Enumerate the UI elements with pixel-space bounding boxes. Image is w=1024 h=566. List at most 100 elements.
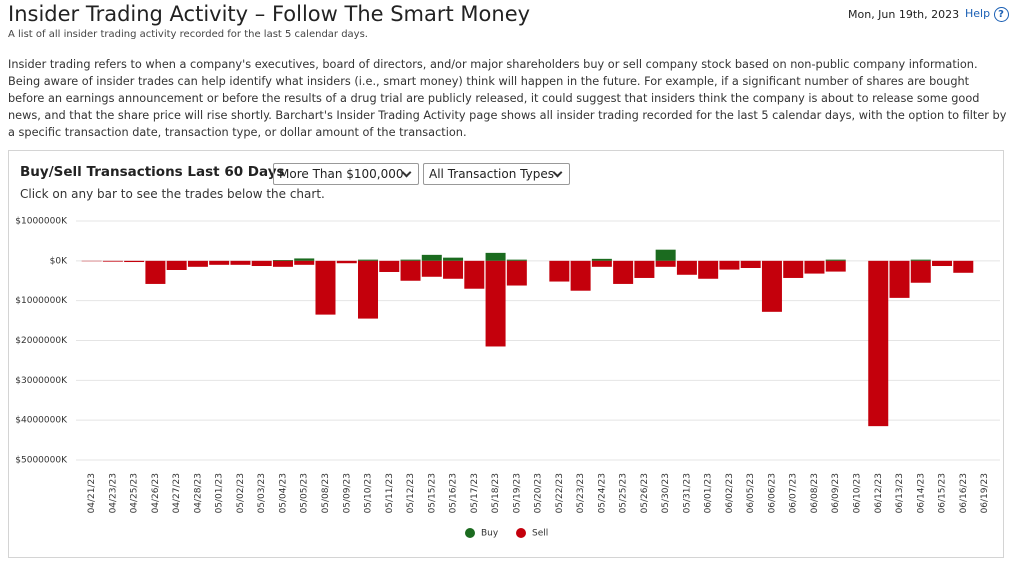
- x-tick-label: 05/03/23: [257, 473, 267, 513]
- x-tick-label: 05/26/23: [640, 473, 650, 513]
- bar[interactable]: [910, 260, 931, 283]
- panel-title: Buy/Sell Transactions Last 60 Days: [20, 164, 285, 180]
- bar[interactable]: [187, 260, 208, 267]
- bar[interactable]: [655, 260, 676, 267]
- bar[interactable]: [719, 260, 740, 270]
- x-tick-label: 05/20/23: [534, 473, 544, 513]
- y-tick-label: $2000000K: [15, 336, 68, 346]
- legend-marker: [465, 528, 475, 538]
- date: Mon, Jun 19th, 2023: [848, 8, 960, 21]
- bar[interactable]: [889, 260, 910, 298]
- y-tick-label: $4000000K: [15, 416, 68, 426]
- x-tick-label: 05/01/23: [215, 473, 225, 513]
- bar[interactable]: [272, 260, 293, 261]
- bar[interactable]: [400, 259, 421, 261]
- bar[interactable]: [485, 260, 506, 347]
- bar[interactable]: [145, 260, 166, 284]
- bar[interactable]: [464, 260, 485, 289]
- bar[interactable]: [358, 259, 379, 261]
- bar[interactable]: [613, 260, 634, 284]
- bar[interactable]: [698, 260, 719, 279]
- description: Insider trading refers to when a company…: [8, 58, 1007, 139]
- x-tick-label: 05/23/23: [576, 473, 586, 513]
- help-icon[interactable]: ?: [993, 7, 1009, 22]
- x-tick-label: 06/14/23: [916, 473, 926, 513]
- x-tick-label: 06/10/23: [852, 473, 862, 513]
- bar[interactable]: [379, 260, 400, 272]
- bar[interactable]: [358, 260, 379, 319]
- x-tick-label: 04/23/23: [108, 473, 118, 513]
- bar[interactable]: [209, 260, 230, 265]
- x-tick-label: 05/11/23: [385, 473, 395, 513]
- bar[interactable]: [230, 260, 251, 265]
- x-tick-label: 06/01/23: [704, 473, 714, 513]
- bar[interactable]: [783, 260, 804, 278]
- bar[interactable]: [294, 260, 315, 265]
- y-tick-label: $1000000K: [15, 296, 68, 306]
- type-filter[interactable]: All Transaction Types: [423, 163, 570, 185]
- bar[interactable]: [336, 260, 357, 264]
- bar[interactable]: [591, 258, 612, 261]
- x-tick-label: 06/08/23: [810, 473, 820, 513]
- x-tick-label: 06/19/23: [980, 473, 990, 513]
- bar[interactable]: [740, 260, 761, 269]
- bar[interactable]: [102, 260, 123, 262]
- x-tick-label: 06/16/23: [959, 473, 969, 513]
- chart: $1000000K $0K $1000000K $2000000K $3000000K $…: [15, 217, 1000, 539]
- x-tick-label: 06/06/23: [767, 473, 777, 513]
- bar[interactable]: [272, 260, 293, 267]
- x-tick-label: 04/27/23: [172, 473, 182, 513]
- bar[interactable]: [761, 260, 782, 312]
- bar[interactable]: [485, 252, 506, 261]
- x-tick-label: 04/26/23: [151, 473, 161, 513]
- x-tick-label: 05/18/23: [491, 473, 501, 513]
- y-tick-label: $0K: [50, 256, 68, 266]
- bar[interactable]: [953, 260, 974, 273]
- subtitle: A list of all insider trading activity r…: [8, 29, 368, 40]
- bar[interactable]: [251, 260, 272, 267]
- x-tick-label: 05/12/23: [406, 473, 416, 513]
- x-tick-label: 04/28/23: [193, 473, 203, 513]
- bar[interactable]: [421, 260, 442, 277]
- x-tick-label: 06/07/23: [789, 473, 799, 513]
- y-tick-label: $3000000K: [15, 376, 68, 386]
- bar[interactable]: [655, 249, 676, 261]
- x-tick-label: 04/21/23: [87, 473, 97, 513]
- bar[interactable]: [932, 260, 953, 267]
- x-tick-label: 06/12/23: [874, 473, 884, 513]
- help-link[interactable]: Help ?: [965, 7, 1009, 22]
- x-tick-label: 05/22/23: [555, 473, 565, 513]
- bar[interactable]: [804, 260, 825, 274]
- bar[interactable]: [591, 260, 612, 267]
- x-tick-label: 05/09/23: [342, 473, 352, 513]
- x-tick-label: 05/30/23: [661, 473, 671, 513]
- bar[interactable]: [166, 260, 187, 270]
- help-text[interactable]: Help: [965, 7, 991, 20]
- x-tick-label: 06/09/23: [831, 473, 841, 513]
- legend-marker: [516, 528, 526, 538]
- bar[interactable]: [400, 260, 421, 281]
- bar[interactable]: [315, 260, 336, 315]
- bar[interactable]: [294, 258, 315, 261]
- bar[interactable]: [443, 257, 464, 261]
- x-tick-label: 05/05/23: [300, 473, 310, 513]
- bar[interactable]: [506, 259, 527, 261]
- bar[interactable]: [443, 260, 464, 279]
- bar[interactable]: [676, 260, 697, 275]
- bar[interactable]: [634, 260, 655, 278]
- bar[interactable]: [825, 260, 846, 272]
- x-tick-label: 05/04/23: [278, 473, 288, 513]
- bar[interactable]: [549, 260, 570, 282]
- bar[interactable]: [506, 260, 527, 286]
- legend-label: Sell: [532, 529, 548, 539]
- bar[interactable]: [868, 260, 889, 427]
- x-tick-label: 06/02/23: [725, 473, 735, 513]
- legend-label: Buy: [481, 529, 499, 539]
- bar[interactable]: [570, 260, 591, 291]
- bar[interactable]: [825, 259, 846, 261]
- bar[interactable]: [421, 254, 442, 261]
- amount-filter[interactable]: More Than $100,000: [273, 163, 419, 185]
- bar[interactable]: [910, 259, 931, 261]
- bar[interactable]: [124, 260, 145, 263]
